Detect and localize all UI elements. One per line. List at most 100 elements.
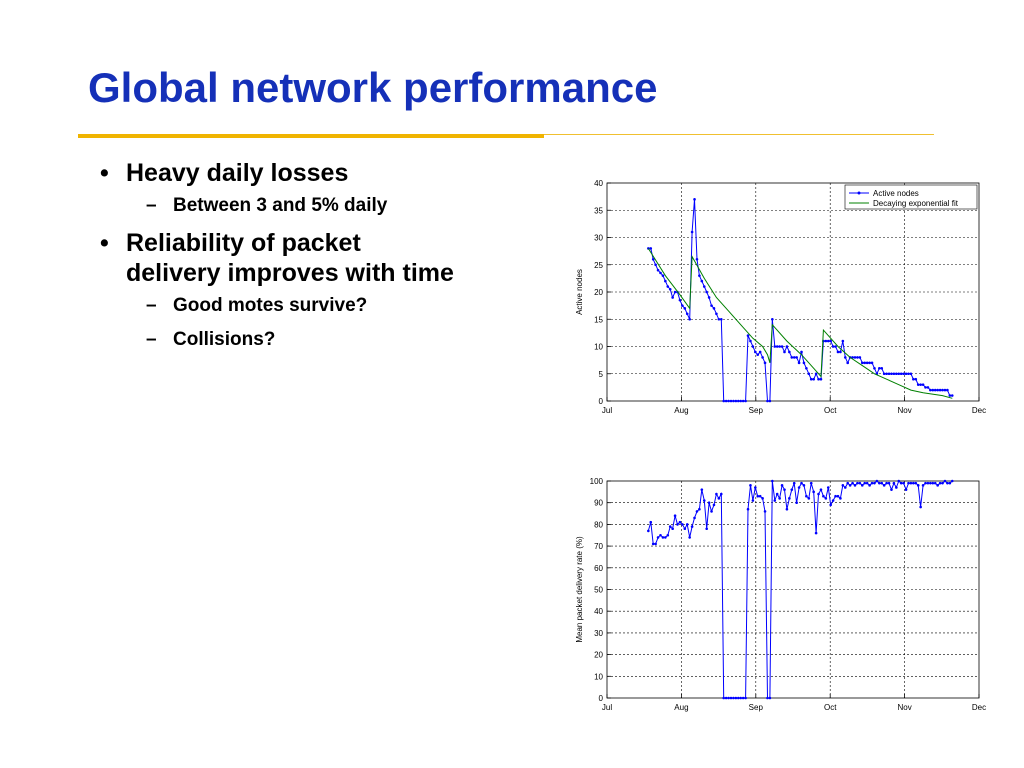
sub-bullet-text: Collisions? [173,329,276,350]
data-point [654,263,657,267]
data-point [739,399,743,403]
data-point [943,479,947,483]
data-point [858,481,862,485]
data-point [814,531,818,535]
data-point [885,481,888,485]
y-tick-label: 5 [599,370,604,379]
data-point [766,696,769,700]
data-point [695,258,699,261]
data-point [741,696,745,700]
data-point [843,486,847,489]
data-point [649,520,653,524]
data-point [868,361,871,365]
sub-bullet-text: Good motes survive? [173,295,368,316]
bullet-dot-icon: • [100,159,109,187]
data-point [863,361,867,365]
x-tick-label: Sep [749,703,764,712]
data-point [948,481,952,485]
data-point [950,394,954,397]
data-point [693,198,696,201]
data-point [715,492,718,496]
x-tick-label: Dec [972,406,986,415]
data-point [870,361,874,365]
data-point [654,542,657,546]
y-tick-label: 15 [594,315,603,324]
data-point [664,536,667,539]
data-point [882,372,886,376]
data-point [683,307,687,310]
data-point [843,356,847,359]
data-point [710,510,713,513]
data-point [788,497,791,500]
bullet-text: Reliability of packet delivery improves … [126,229,454,287]
data-point [800,350,803,354]
data-point [907,481,910,485]
data-point [732,399,735,403]
data-point [860,484,864,487]
data-point [902,372,905,376]
y-tick-label: 20 [594,651,603,660]
data-point [751,499,755,502]
data-point [734,696,738,700]
data-point [912,377,915,381]
data-point [941,481,944,485]
data-point [924,386,927,389]
data-point [914,481,918,485]
data-point [695,510,699,513]
bullet-list: • Heavy daily losses – Between 3 and 5% … [96,158,456,362]
data-point [890,488,893,491]
y-tick-label: 30 [594,234,603,243]
data-point [671,296,674,299]
data-point [671,527,674,531]
data-point [892,372,896,376]
x-tick-label: Dec [972,703,986,712]
data-point [651,542,655,546]
data-point [921,383,925,386]
data-point [933,388,937,392]
series-line [647,248,953,399]
data-point [865,481,869,485]
data-point [822,494,825,498]
data-point [841,484,845,487]
data-point [797,486,801,489]
data-point [761,356,764,359]
data-point [741,399,745,403]
dash-icon: – [146,295,157,316]
data-point [890,372,893,376]
data-point [751,345,755,348]
data-point [749,484,752,487]
data-point [756,494,760,498]
data-point [846,361,850,365]
data-point [705,290,708,294]
data-point [873,481,876,485]
data-point [926,481,930,485]
data-point [817,377,820,381]
data-point [780,345,784,348]
data-point [792,481,796,485]
data-point [773,499,777,502]
data-point [661,274,665,277]
data-point [705,527,708,531]
data-point [902,481,905,485]
data-point [771,317,774,321]
data-point [758,350,762,354]
legend-label: Decaying exponential fit [873,199,959,208]
data-point [802,361,806,365]
data-point [938,481,942,485]
data-point [744,399,747,403]
data-point [666,533,670,537]
data-point [899,481,903,485]
y-tick-label: 60 [594,564,603,573]
data-point [717,497,721,500]
data-point [931,388,935,392]
legend-box [844,184,978,210]
data-point [761,497,764,500]
data-point [763,510,767,513]
data-point [887,481,891,485]
data-point [659,533,662,537]
data-point [700,488,704,491]
active-nodes-chart: 0 5 10 15 20 25 30 35 40 Jul Aug Sep Oct Nov Dec Active… [575,179,986,415]
data-point [744,696,747,700]
data-point [790,356,794,359]
x-tick-label: Oct [824,703,837,712]
